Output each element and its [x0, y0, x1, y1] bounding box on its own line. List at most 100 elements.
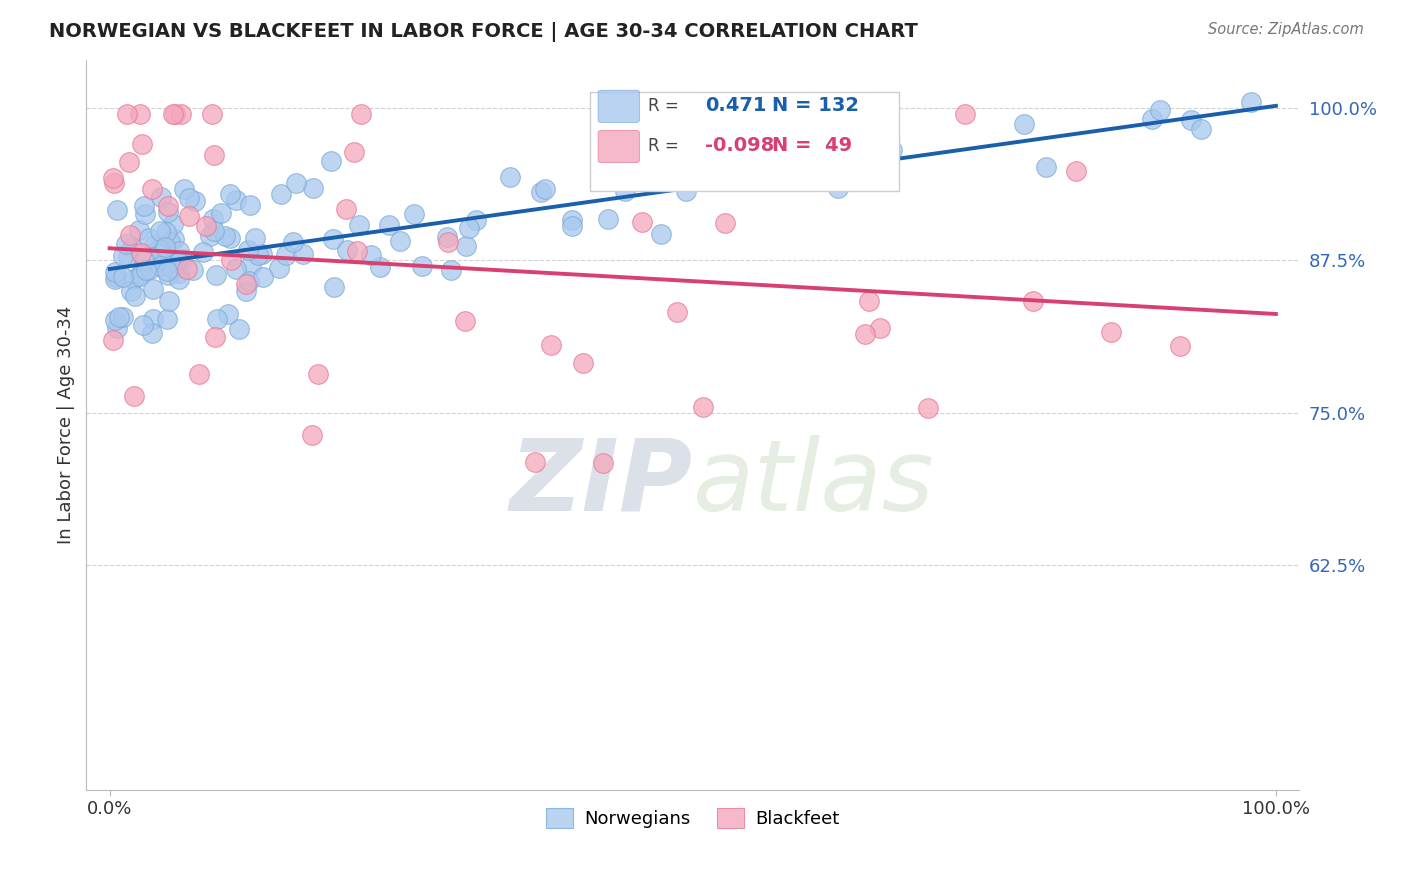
Point — [105, 320, 128, 334]
Text: -0.098: -0.098 — [704, 136, 775, 155]
Point — [117, 155, 139, 169]
Point — [132, 318, 155, 332]
Point — [155, 226, 177, 240]
Point — [335, 202, 357, 217]
Point — [530, 185, 553, 199]
Point — [104, 313, 127, 327]
Point — [111, 269, 134, 284]
Text: Source: ZipAtlas.com: Source: ZipAtlas.com — [1208, 22, 1364, 37]
Point — [139, 262, 162, 277]
Point — [122, 271, 145, 285]
Point — [235, 277, 257, 291]
Point — [167, 244, 190, 258]
Point — [598, 211, 620, 226]
Point — [135, 263, 157, 277]
Text: atlas: atlas — [693, 434, 935, 532]
Point — [193, 245, 215, 260]
Point — [238, 274, 260, 288]
Point — [141, 182, 163, 196]
Point — [458, 221, 481, 235]
Point — [204, 329, 226, 343]
Point — [101, 333, 124, 347]
Point — [209, 206, 232, 220]
Point — [120, 227, 142, 242]
Point — [105, 203, 128, 218]
Point — [132, 199, 155, 213]
Point — [142, 282, 165, 296]
Point — [239, 198, 262, 212]
Point — [247, 248, 270, 262]
Point — [346, 244, 368, 258]
Point — [436, 235, 458, 249]
Point — [307, 367, 329, 381]
Point — [917, 401, 939, 415]
Point — [1180, 113, 1202, 128]
Point — [134, 207, 156, 221]
Point — [709, 170, 731, 185]
Point — [1064, 164, 1087, 178]
Point — [283, 235, 305, 250]
Point — [561, 213, 583, 227]
Point — [827, 181, 849, 195]
Text: NORWEGIAN VS BLACKFEET IN LABOR FORCE | AGE 30-34 CORRELATION CHART: NORWEGIAN VS BLACKFEET IN LABOR FORCE | … — [49, 22, 918, 42]
Point — [129, 246, 152, 260]
Point — [128, 268, 150, 283]
Point — [101, 171, 124, 186]
Point — [1189, 121, 1212, 136]
Point — [319, 154, 342, 169]
FancyBboxPatch shape — [598, 90, 640, 122]
Point — [115, 237, 138, 252]
Point — [132, 253, 155, 268]
Point — [650, 227, 672, 241]
Point — [163, 252, 186, 267]
Point — [411, 259, 433, 273]
Point — [115, 107, 138, 121]
Point — [204, 268, 226, 283]
Point — [269, 260, 291, 275]
Point — [111, 310, 134, 324]
Point — [228, 322, 250, 336]
Point — [205, 312, 228, 326]
Text: R =: R = — [648, 96, 679, 114]
Point — [173, 182, 195, 196]
Point — [157, 293, 180, 308]
Point — [143, 238, 166, 252]
Point — [250, 246, 273, 260]
Point — [167, 266, 190, 280]
Point — [121, 240, 143, 254]
Point — [827, 138, 849, 153]
FancyBboxPatch shape — [598, 130, 640, 162]
Point — [540, 338, 562, 352]
Point — [225, 193, 247, 207]
Point — [176, 262, 198, 277]
Point — [692, 401, 714, 415]
Point — [402, 207, 425, 221]
Text: N =  49: N = 49 — [772, 136, 852, 155]
Point — [302, 181, 325, 195]
Point — [104, 270, 127, 285]
Point — [204, 225, 226, 239]
Point — [159, 235, 181, 250]
Point — [194, 219, 217, 234]
Point — [167, 272, 190, 286]
Point — [177, 191, 200, 205]
Point — [150, 246, 173, 260]
Point — [124, 388, 146, 402]
Point — [214, 228, 236, 243]
Point — [524, 455, 547, 469]
Point — [1099, 325, 1122, 339]
Point — [104, 264, 127, 278]
Point — [103, 177, 125, 191]
Point — [1142, 112, 1164, 126]
Point — [221, 253, 243, 268]
Point — [201, 107, 224, 121]
Point — [336, 244, 359, 258]
Point — [252, 270, 274, 285]
Point — [131, 266, 153, 280]
Point — [131, 137, 153, 152]
Point — [142, 312, 165, 326]
Point — [714, 217, 737, 231]
Point — [1149, 103, 1171, 117]
Point — [666, 305, 689, 319]
Point — [1035, 160, 1057, 174]
